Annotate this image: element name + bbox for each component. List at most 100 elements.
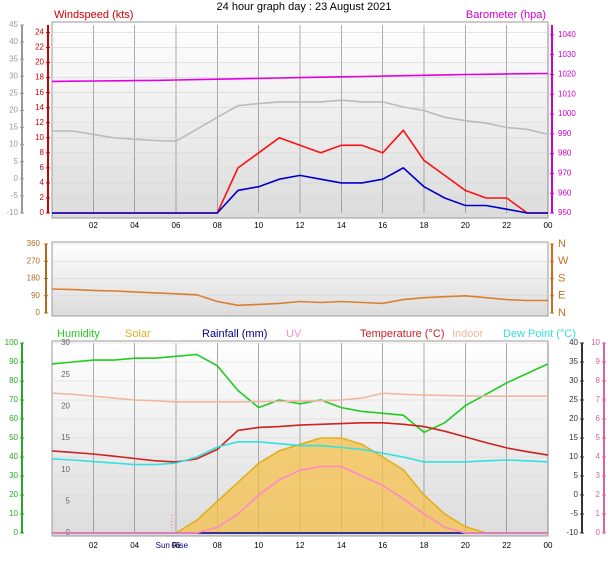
y-tick-label: 6	[40, 163, 45, 172]
y-tick-label: 12	[35, 118, 44, 127]
line	[51, 392, 548, 403]
y-tick-label: 0	[36, 308, 41, 317]
y3-tick-label: 45	[9, 20, 18, 29]
line	[51, 72, 549, 83]
y2-tick-label: 990	[558, 129, 572, 138]
y2-tick-label: 950	[558, 208, 572, 217]
y2-tick-label: 25	[569, 395, 578, 404]
x-tick-label: 06	[172, 541, 181, 550]
x-tick-label: 20	[461, 221, 470, 230]
y4-tick-label: 10	[591, 338, 600, 347]
y2-tick-label: W	[558, 255, 569, 267]
area	[52, 438, 548, 533]
y4-tick-label: 8	[596, 376, 601, 385]
line	[51, 353, 549, 434]
y-tick-label: 180	[27, 274, 41, 283]
x-tick-label: 14	[337, 541, 346, 550]
y2-tick-label: -10	[566, 528, 578, 537]
y2-tick-label: N	[558, 307, 566, 319]
y2-tick-label: 35	[569, 357, 578, 366]
y3-tick-label: 15	[9, 123, 18, 132]
y3-tick-label: 10	[61, 465, 70, 474]
line	[51, 441, 549, 466]
y-tick-label: 360	[27, 239, 41, 248]
y-tick-label: 0	[14, 528, 19, 537]
x-tick-label: 00	[544, 221, 553, 230]
y4-tick-label: 0	[596, 528, 601, 537]
y2-tick-label: 10	[569, 452, 578, 461]
y-tick-label: 4	[40, 178, 45, 187]
y-tick-label: 20	[9, 490, 18, 499]
y-tick-label: 270	[27, 256, 41, 265]
legend-label: UV	[286, 328, 302, 340]
y3-tick-label: 40	[9, 37, 18, 46]
y3-tick-label: 25	[9, 88, 18, 97]
panel-direction	[51, 241, 549, 317]
y2-tick-label: 1030	[558, 50, 576, 59]
y3-tick-label: 20	[61, 401, 70, 410]
x-tick-label: 10	[254, 541, 263, 550]
y2-tick-label: 980	[558, 149, 572, 158]
y4-tick-label: 5	[596, 433, 601, 442]
legend-label: Solar	[125, 328, 151, 340]
x-tick-label: 06	[172, 221, 181, 230]
legend-label: Humidity	[57, 328, 100, 340]
legend-label: Temperature (°C)	[360, 328, 444, 340]
y4-tick-label: 7	[596, 395, 601, 404]
legend-label: Indoor	[452, 328, 484, 340]
y4-tick-label: 4	[596, 452, 601, 461]
line	[51, 288, 548, 307]
y4-tick-label: 2	[596, 490, 601, 499]
x-tick-label: 22	[502, 221, 511, 230]
y-tick-label: 18	[35, 73, 44, 82]
y3-tick-label: -10	[6, 208, 18, 217]
x-tick-label: 12	[296, 541, 305, 550]
y-tick-label: 60	[9, 414, 18, 423]
y3-tick-label: 35	[9, 54, 18, 63]
x-tick-label: 04	[130, 221, 139, 230]
annotation: Sun Rise	[156, 541, 189, 550]
y2-tick-label: S	[558, 272, 565, 284]
line	[51, 422, 549, 463]
x-tick-label: 16	[378, 221, 387, 230]
x-tick-label: 02	[89, 221, 98, 230]
y-tick-label: 14	[35, 103, 44, 112]
y-tick-label: 90	[31, 291, 40, 300]
y-tick-label: 100	[5, 338, 19, 347]
y-tick-label: 10	[35, 133, 44, 142]
x-tick-label: 04	[130, 541, 139, 550]
y-tick-label: 10	[9, 509, 18, 518]
chart-title: 24 hour graph day : 23 August 2021	[217, 1, 392, 13]
y-tick-label: 16	[35, 88, 44, 97]
y3-tick-label: 30	[9, 71, 18, 80]
y3-tick-label: 0	[14, 174, 19, 183]
y3-tick-label: 10	[9, 140, 18, 149]
y2-tick-label: 5	[574, 471, 579, 480]
x-tick-label: 08	[213, 541, 222, 550]
y-tick-label: 70	[9, 395, 18, 404]
y-tick-label: 2	[40, 193, 45, 202]
x-tick-label: 18	[420, 541, 429, 550]
x-tick-label: 18	[420, 221, 429, 230]
y-tick-label: 24	[35, 28, 44, 37]
x-tick-label: 10	[254, 221, 263, 230]
y3-tick-label: -5	[11, 191, 19, 200]
y3-tick-label: 5	[66, 496, 71, 505]
y4-tick-label: 3	[596, 471, 601, 480]
line	[52, 465, 548, 534]
y-tick-label: 30	[9, 471, 18, 480]
y2-tick-label: E	[558, 290, 565, 302]
y3-tick-label: 25	[61, 370, 70, 379]
y4-tick-label: 6	[596, 414, 601, 423]
y-tick-label: 8	[40, 148, 45, 157]
y2-tick-label: 970	[558, 169, 572, 178]
line	[52, 99, 549, 143]
y2-tick-label: 1040	[558, 30, 576, 39]
y-tick-label: 50	[9, 433, 18, 442]
x-tick-label: 00	[544, 541, 553, 550]
y2-tick-label: 960	[558, 188, 572, 197]
y-tick-label: 0	[40, 208, 45, 217]
y2-tick-label: 1020	[558, 70, 576, 79]
y2-tick-label: 1000	[558, 109, 576, 118]
x-tick-label: 16	[378, 541, 387, 550]
